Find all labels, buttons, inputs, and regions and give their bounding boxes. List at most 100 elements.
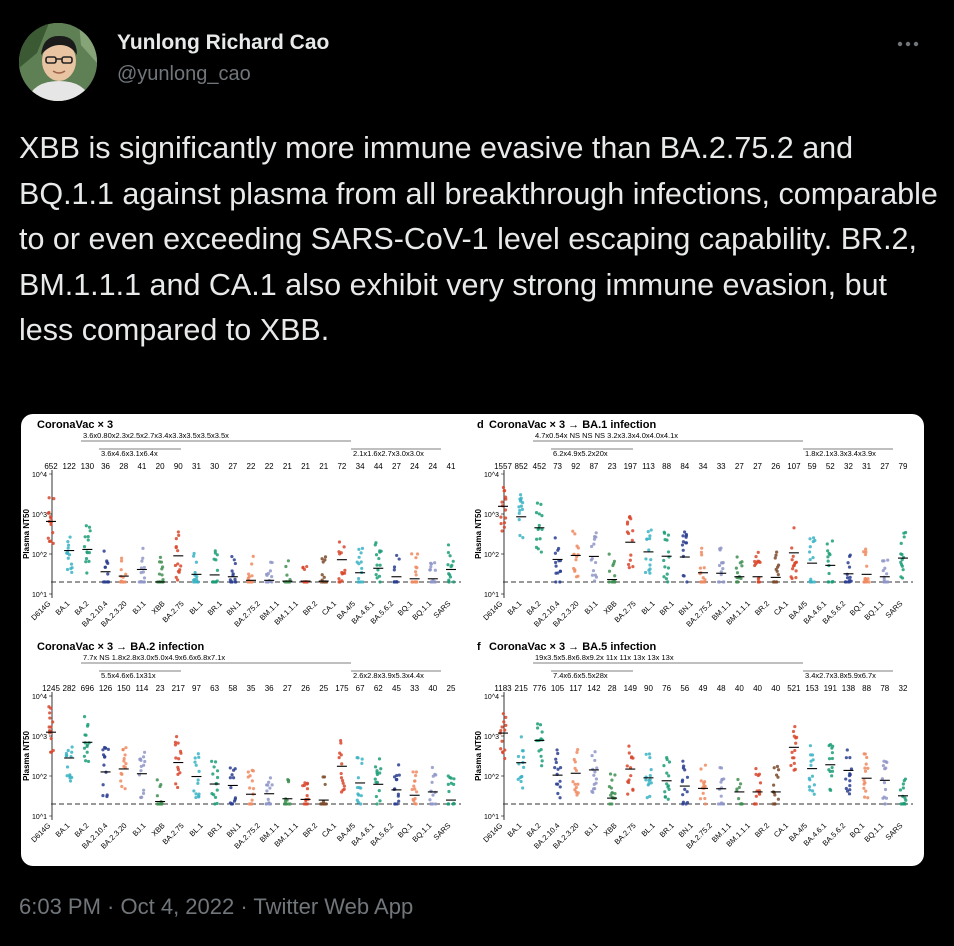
titer-label: 28 bbox=[119, 462, 128, 471]
data-point bbox=[629, 774, 633, 778]
data-point bbox=[848, 553, 852, 557]
data-point bbox=[535, 501, 540, 505]
avatar[interactable] bbox=[19, 23, 97, 101]
data-point bbox=[667, 760, 672, 764]
data-point bbox=[830, 774, 834, 778]
data-point bbox=[593, 770, 597, 774]
data-point bbox=[251, 554, 255, 558]
titer-label: 197 bbox=[624, 462, 638, 471]
data-point bbox=[397, 799, 401, 803]
data-point bbox=[500, 529, 504, 533]
author-name[interactable]: Yunlong Richard Cao bbox=[117, 31, 330, 54]
data-point bbox=[106, 561, 110, 566]
data-point bbox=[49, 516, 53, 520]
data-point bbox=[501, 485, 506, 490]
data-point bbox=[698, 566, 703, 570]
x-tick-label: D614G bbox=[481, 821, 504, 844]
data-point bbox=[848, 788, 852, 792]
data-point bbox=[378, 771, 382, 775]
data-point bbox=[684, 541, 689, 545]
data-point bbox=[305, 564, 309, 569]
data-point bbox=[102, 763, 106, 767]
data-point bbox=[49, 736, 53, 741]
data-point bbox=[590, 573, 595, 577]
data-point bbox=[703, 796, 707, 801]
titer-label: 28 bbox=[608, 684, 617, 693]
data-point bbox=[124, 762, 128, 766]
titer-label: 33 bbox=[717, 462, 726, 471]
data-point bbox=[142, 565, 146, 570]
data-point bbox=[699, 767, 703, 771]
data-point bbox=[429, 802, 433, 806]
titer-label: 142 bbox=[587, 684, 601, 693]
data-point bbox=[342, 545, 346, 549]
tweet-source[interactable]: Twitter Web App bbox=[253, 894, 414, 919]
data-point bbox=[230, 569, 234, 573]
data-point bbox=[357, 562, 361, 566]
data-point bbox=[684, 802, 688, 806]
data-point bbox=[340, 570, 344, 575]
titer-label: 150 bbox=[117, 684, 131, 693]
data-point bbox=[718, 766, 722, 770]
data-point bbox=[394, 580, 399, 584]
data-point bbox=[343, 568, 347, 572]
data-point bbox=[807, 550, 812, 554]
titer-label: 40 bbox=[753, 684, 762, 693]
data-point bbox=[847, 792, 852, 796]
data-point bbox=[901, 568, 905, 572]
data-point bbox=[809, 763, 813, 767]
data-point bbox=[789, 763, 793, 768]
tweet-date[interactable]: Oct 4, 2022 bbox=[120, 894, 235, 919]
data-point bbox=[410, 580, 414, 584]
data-point bbox=[448, 554, 452, 558]
data-point bbox=[119, 559, 124, 563]
data-point bbox=[265, 573, 269, 577]
data-point bbox=[740, 560, 744, 564]
data-point bbox=[448, 575, 453, 579]
data-point bbox=[174, 575, 178, 580]
titer-label: 40 bbox=[735, 684, 744, 693]
data-point bbox=[287, 802, 291, 806]
data-point bbox=[649, 768, 653, 772]
data-point bbox=[863, 577, 867, 581]
data-point bbox=[862, 786, 866, 790]
data-point bbox=[826, 555, 830, 559]
data-point bbox=[666, 566, 671, 570]
data-point bbox=[794, 576, 798, 580]
data-point bbox=[247, 575, 251, 579]
data-point bbox=[229, 785, 233, 790]
titer-label: 30 bbox=[210, 462, 219, 471]
data-point bbox=[847, 774, 852, 778]
data-point bbox=[827, 571, 831, 576]
x-tick-label: BA.1 bbox=[54, 599, 72, 617]
titer-label: 175 bbox=[335, 684, 349, 693]
data-point bbox=[355, 798, 359, 802]
data-point bbox=[123, 765, 127, 769]
author-handle[interactable]: @yunlong_cao bbox=[117, 63, 251, 85]
data-point bbox=[540, 730, 544, 734]
tweet-image[interactable]: CoronaVac × 3 3.6x0.80x2.3x2.5x2.7x3.4x3.… bbox=[21, 414, 924, 866]
data-point bbox=[246, 770, 250, 774]
data-point bbox=[155, 778, 159, 782]
data-point bbox=[321, 799, 326, 804]
data-point bbox=[790, 756, 795, 760]
data-point bbox=[340, 762, 344, 766]
data-point bbox=[884, 766, 888, 770]
titer-label: 126 bbox=[99, 684, 113, 693]
data-point bbox=[864, 762, 868, 766]
data-point bbox=[65, 567, 70, 572]
data-point bbox=[812, 792, 816, 796]
titer-label: 24 bbox=[428, 462, 437, 471]
data-point bbox=[320, 802, 324, 806]
more-horizontal-icon[interactable] bbox=[897, 30, 919, 53]
data-point bbox=[268, 569, 273, 573]
data-point bbox=[827, 768, 831, 772]
data-point bbox=[721, 567, 725, 571]
data-point bbox=[791, 729, 796, 734]
data-point bbox=[627, 566, 631, 570]
data-point bbox=[538, 723, 543, 727]
tweet-time[interactable]: 6:03 PM bbox=[19, 894, 101, 919]
data-point bbox=[395, 553, 399, 558]
data-point bbox=[719, 570, 723, 574]
data-point bbox=[228, 766, 232, 770]
